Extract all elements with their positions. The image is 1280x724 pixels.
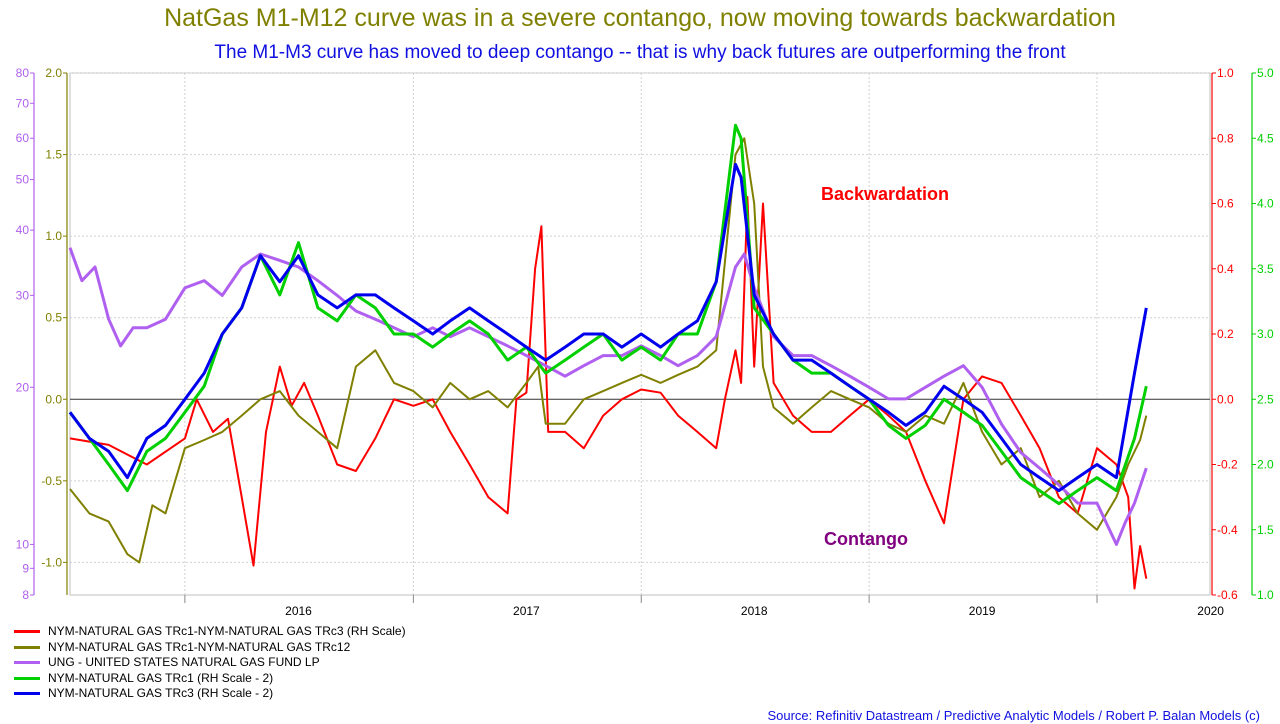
far_right-tick-label: 1.5 [1257,523,1274,537]
far_left-tick-label: 9 [22,561,29,575]
right-tick-label: 0.2 [1217,327,1234,341]
right-tick-label: 1.0 [1217,66,1234,80]
far_left-tick-label: 40 [16,223,30,237]
far_right-tick-label: 4.5 [1257,131,1274,145]
left-tick-label: 0.0 [45,392,62,406]
legend-swatch [14,645,40,649]
far_right-tick-label: 2.0 [1257,458,1274,472]
far_right-tick-label: 4.0 [1257,197,1274,211]
far_left-tick-label: 60 [16,131,30,145]
far_left-tick-label: 8 [22,588,29,602]
legend-item: NYM-NATURAL GAS TRc1-NYM-NATURAL GAS TRc… [14,624,406,640]
legend-label: NYM-NATURAL GAS TRc3 (RH Scale - 2) [48,686,274,700]
left-tick-label: -1.0 [41,555,62,569]
right-tick-label: -0.2 [1217,458,1238,472]
x-tick-label: 2018 [741,604,768,618]
far_right-tick-label: 1.0 [1257,588,1274,602]
right-tick-label: 0.6 [1217,197,1234,211]
annotations: Backwardation Contango [821,184,949,549]
series-line-ung [68,247,1148,546]
far_left-tick-label: 10 [16,537,30,551]
right-tick-label: 0.8 [1217,131,1234,145]
series-line-trc1 [68,123,1148,506]
far_left-tick-label: 70 [16,96,30,110]
chart-subtitle: The M1-M3 curve has moved to deep contan… [214,42,1066,63]
legend-item: NYM-NATURAL GAS TRc1 (RH Scale - 2) [14,671,406,687]
legend-swatch [14,692,40,696]
series-lines [68,123,1148,590]
left-tick-label: 1.0 [45,229,62,243]
far_left-tick-label: 30 [16,288,30,302]
x-tick-label: 2020 [1197,604,1224,618]
series-line-spread_m1m12 [69,137,1148,564]
legend-label: NYM-NATURAL GAS TRc1 (RH Scale - 2) [48,670,274,685]
far_left-tick-label: 80 [16,66,30,80]
legend-label: UNG - UNITED STATES NATURAL GAS FUND LP [48,655,320,669]
far_right-tick-label: 3.0 [1257,327,1274,341]
axes: 2016 2017 2018 2019 2020 8 9 10 20 30 40 50 60 70 80 -1… [16,66,1274,618]
source-credit: Source: Refinitiv Datastream / Predictiv… [767,708,1260,723]
x-tick-label: 2016 [285,604,312,618]
legend: NYM-NATURAL GAS TRc1-NYM-NATURAL GAS TRc… [14,624,406,702]
legend-label: NYM-NATURAL GAS TRc1-NYM-NATURAL GAS TRc… [48,639,351,654]
right-tick-label: -0.4 [1217,523,1238,537]
legend-item: UNG - UNITED STATES NATURAL GAS FUND LP [14,655,406,671]
far_right-tick-label: 5.0 [1257,66,1274,80]
far_right-tick-label: 2.5 [1257,392,1274,406]
left-tick-label: 1.5 [45,148,62,162]
annotation-label: Backwardation [821,184,949,204]
right-tick-label: 0.0 [1217,392,1234,406]
left-tick-label: 0.5 [45,311,62,325]
legend-item: NYM-NATURAL GAS TRc1-NYM-NATURAL GAS TRc… [14,640,406,656]
right-tick-label: -0.6 [1217,588,1238,602]
series-line-trc3 [68,162,1148,493]
x-tick-label: 2017 [513,604,540,618]
far_right-tick-label: 3.5 [1257,262,1274,276]
legend-swatch [14,661,40,665]
x-tick-label: 2019 [969,604,996,618]
left-tick-label: 2.0 [45,66,62,80]
far_left-tick-label: 50 [16,173,30,187]
right-tick-label: 0.4 [1217,262,1234,276]
chart-title: NatGas M1-M12 curve was in a severe cont… [164,4,1116,32]
legend-label: NYM-NATURAL GAS TRc1-NYM-NATURAL GAS TRc… [48,624,406,638]
legend-item: NYM-NATURAL GAS TRc3 (RH Scale - 2) [14,686,406,702]
annotation-label: Contango [824,529,908,549]
far_left-tick-label: 20 [16,380,30,394]
legend-swatch [14,676,40,680]
legend-swatch [14,630,40,634]
left-tick-label: -0.5 [41,474,62,488]
